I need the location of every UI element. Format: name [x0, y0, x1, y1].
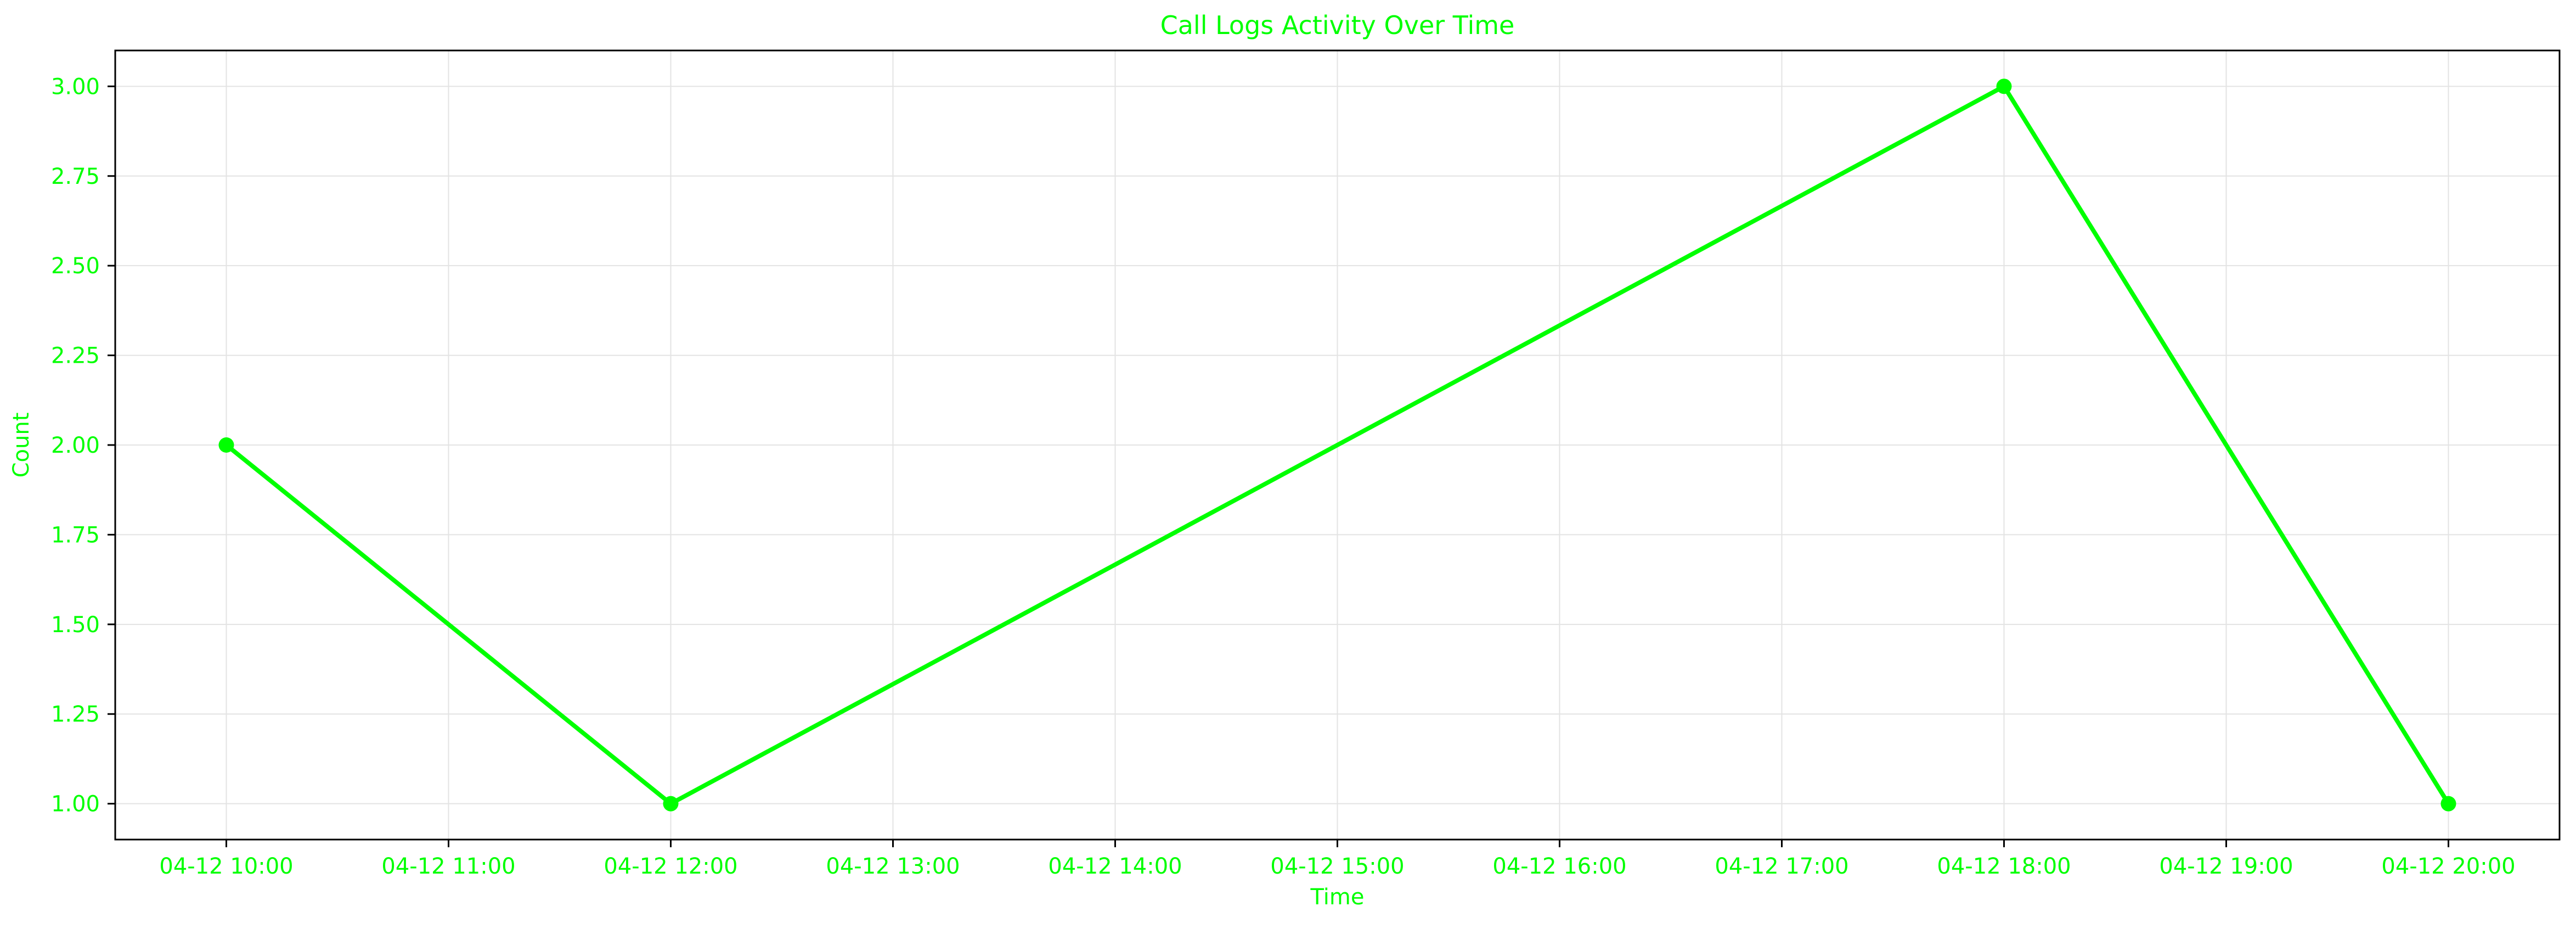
- y-tick-label: 2.00: [51, 433, 100, 458]
- x-tick-label: 04-12 14:00: [1048, 854, 1182, 879]
- y-axis-label: Count: [9, 413, 34, 478]
- y-tick-label: 2.50: [51, 254, 100, 279]
- x-tick-label: 04-12 13:00: [826, 854, 960, 879]
- x-tick-label: 04-12 11:00: [381, 854, 515, 879]
- y-tick-label: 2.25: [51, 344, 100, 369]
- data-point: [2440, 796, 2456, 812]
- x-tick-label: 04-12 15:00: [1270, 854, 1404, 879]
- x-tick-label: 04-12 17:00: [1715, 854, 1848, 879]
- series-layer: [218, 78, 2456, 812]
- y-tick-label: 1.25: [51, 702, 100, 727]
- x-tick-label: 04-12 20:00: [2381, 854, 2515, 879]
- y-tick-label: 1.50: [51, 612, 100, 638]
- tick-layer: 04-12 10:00 04-12 11:00 04-12 12:00 04-12 1…: [51, 74, 2516, 879]
- chart-title: Call Logs Activity Over Time: [1160, 10, 1515, 40]
- series-line: [224, 83, 2450, 807]
- data-point: [1996, 78, 2012, 94]
- y-tick-label: 1.00: [51, 792, 100, 817]
- x-tick-label: 04-12 10:00: [159, 854, 293, 879]
- y-tick-label: 1.75: [51, 522, 100, 548]
- x-axis-label: Time: [1310, 885, 1365, 910]
- x-tick-label: 04-12 12:00: [604, 854, 737, 879]
- grid-layer: [115, 50, 2560, 840]
- data-point: [218, 437, 234, 453]
- data-point: [663, 796, 679, 812]
- x-tick-label: 04-12 16:00: [1492, 854, 1626, 879]
- y-tick-label: 3.00: [51, 74, 100, 99]
- y-tick-label: 2.75: [51, 164, 100, 189]
- x-tick-label: 04-12 18:00: [1937, 854, 2071, 879]
- x-tick-label: 04-12 19:00: [2159, 854, 2293, 879]
